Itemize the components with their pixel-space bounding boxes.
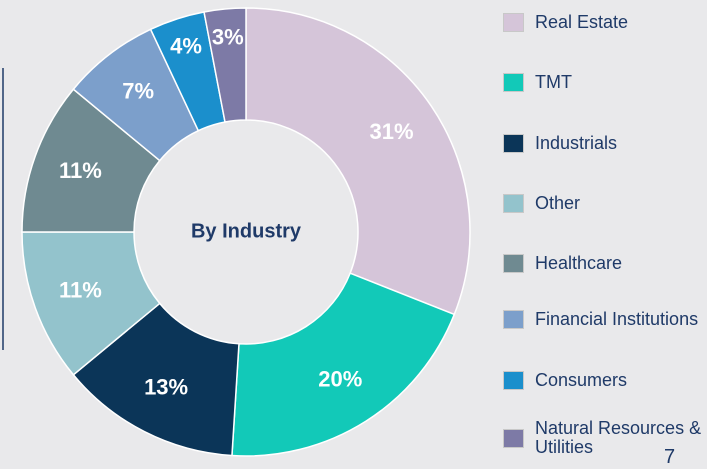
legend-swatch bbox=[503, 370, 524, 390]
legend-item: Consumers bbox=[503, 360, 705, 400]
data-label: 7% bbox=[122, 79, 154, 104]
legend-swatch bbox=[503, 253, 524, 273]
legend-item: Financial Institutions bbox=[503, 299, 705, 339]
legend-item: TMT bbox=[503, 62, 705, 102]
legend-label: Other bbox=[535, 192, 581, 213]
page-number: 7 bbox=[664, 446, 676, 468]
donut-slice bbox=[231, 272, 456, 457]
legend-swatch bbox=[503, 12, 524, 32]
legend-swatch bbox=[503, 133, 524, 153]
data-label: 11% bbox=[59, 158, 102, 183]
legend-label: Industrials bbox=[535, 132, 618, 153]
legend-swatch bbox=[503, 309, 524, 329]
data-label: 31% bbox=[370, 119, 414, 144]
legend-swatch bbox=[503, 72, 524, 92]
legend-label: Natural Resources & Utilities bbox=[535, 418, 702, 457]
legend-item: Other bbox=[503, 183, 705, 223]
legend-item: Healthcare bbox=[503, 243, 705, 283]
legend-label: Financial Institutions bbox=[535, 308, 699, 329]
data-label: 3% bbox=[212, 25, 244, 50]
data-label: 20% bbox=[318, 366, 362, 391]
center-label: By Industry bbox=[191, 220, 302, 242]
donut-slice bbox=[245, 7, 471, 316]
legend-label: Healthcare bbox=[535, 252, 623, 273]
legend-item: Industrials bbox=[503, 123, 705, 163]
legend-label: Real Estate bbox=[535, 11, 629, 32]
data-label: 13% bbox=[144, 375, 188, 400]
legend-label: Consumers bbox=[535, 369, 628, 390]
legend-item: Real Estate bbox=[503, 2, 705, 42]
legend-swatch bbox=[503, 428, 524, 448]
donut-slice bbox=[203, 7, 247, 123]
data-label: 11% bbox=[59, 277, 102, 302]
legend-label: TMT bbox=[535, 71, 572, 92]
data-label: 4% bbox=[170, 33, 202, 58]
legend-swatch bbox=[503, 193, 524, 213]
legend-item: Natural Resources & Utilities bbox=[503, 418, 705, 458]
